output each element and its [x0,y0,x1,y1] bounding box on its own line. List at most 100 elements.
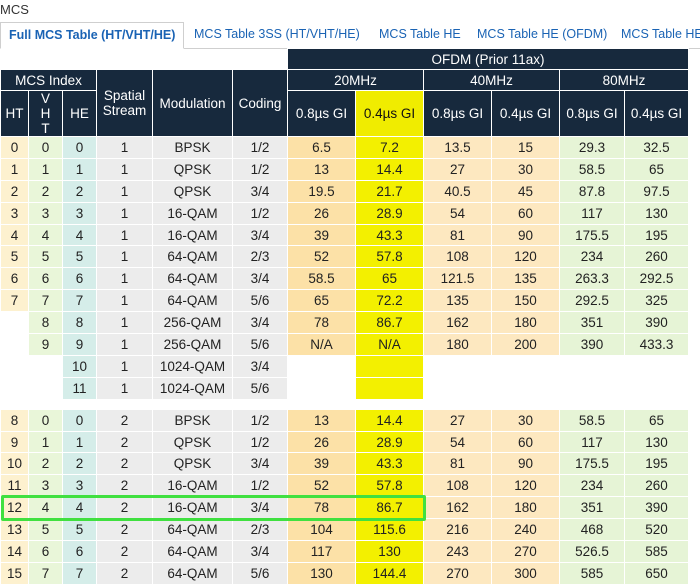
cell-coding: 5/6 [232,289,288,312]
cell-he: 6 [62,540,97,563]
cell-rate-80mhz-04gi [624,376,689,399]
cell-vht: 4 [28,223,63,246]
cell-rate-20mhz-08gi [287,354,356,378]
cell-rate-40mhz-04gi: 90 [491,452,560,475]
table-row: 8 0 0 2 BPSK 1/2 13 14.4 27 30 58.5 65 [0,408,689,432]
cell-vht: 0 [28,136,63,159]
cell-vht: 8 [28,311,63,334]
cell-rate-40mhz-04gi [491,354,560,378]
cell-spatial-stream: 1 [96,245,153,268]
cell-rate-40mhz-04gi: 90 [491,223,560,246]
cell-vht: 9 [28,333,63,356]
cell-rate-80mhz-04gi: 130 [624,201,689,225]
cell-rate-80mhz-08gi: 58.5 [559,408,625,432]
cell-vht: 1 [28,430,63,453]
cell-he: 1 [62,157,97,181]
cell-vht: 7 [28,561,63,584]
cell-coding: 1/2 [232,136,288,159]
cell-modulation: 16-QAM [152,496,233,519]
cell-modulation: QPSK [152,430,233,453]
cell-rate-80mhz-04gi: 65 [624,157,689,181]
cell-rate-20mhz-04gi: 28.9 [355,201,424,225]
table-row: 6 6 6 1 64-QAM 3/4 58.5 65 121.5 135 263.3 292.5 [0,267,689,290]
cell-rate-20mhz-04gi: 130 [355,540,424,563]
cell-ht: 2 [0,179,29,203]
tab-mcs-table-he-ofdm[interactable]: MCS Table HE (OFDM) [477,27,608,41]
cell-rate-40mhz-08gi: 27 [423,157,492,181]
cell-rate-40mhz-04gi: 135 [491,267,560,290]
cell-rate-80mhz-08gi: 117 [559,430,625,453]
separator-cell [0,398,29,410]
cell-spatial-stream: 2 [96,518,153,541]
cell-rate-80mhz-04gi: 390 [624,496,689,519]
gi-04-40mhz-header: 0.4µs GI [491,90,560,137]
tab-mcs-table-3ss[interactable]: MCS Table 3SS (HT/VHT/HE) [194,27,360,41]
table-row: 9 1 1 2 QPSK 1/2 26 28.9 54 60 117 130 [0,430,689,453]
cell-he: 4 [62,223,97,246]
cell-coding: 1/2 [232,408,288,432]
cell-rate-80mhz-08gi: 175.5 [559,452,625,475]
cell-ht: 7 [0,289,29,312]
tab-full-mcs-table[interactable]: Full MCS Table (HT/VHT/HE) [0,22,184,49]
cell-rate-80mhz-04gi: 195 [624,452,689,475]
cell-ht [0,376,29,399]
separator-cell [62,398,97,410]
cell-rate-20mhz-04gi: 43.3 [355,452,424,475]
table-row: 10 1 1024-QAM 3/4 [0,354,689,378]
tab-mcs-table-he-2[interactable]: MCS Table HE [621,27,700,41]
cell-rate-80mhz-08gi: 234 [559,245,625,268]
bandwidth-40mhz-header: 40MHz [423,69,560,91]
header-spacer [0,48,288,70]
cell-rate-40mhz-08gi: 270 [423,561,492,584]
cell-rate-20mhz-08gi: 13 [287,157,356,181]
separator-cell [355,398,424,410]
mcs-index-header: MCS Index [0,69,97,91]
table-row: 2 2 2 1 QPSK 3/4 19.5 21.7 40.5 45 87.8 97.5 [0,179,689,203]
cell-vht: 5 [28,245,63,268]
cell-ht: 3 [0,201,29,225]
cell-ht: 15 [0,561,29,584]
cell-rate-40mhz-04gi: 60 [491,430,560,453]
cell-rate-40mhz-04gi: 120 [491,474,560,497]
separator-cell [423,398,492,410]
cell-rate-20mhz-08gi: 52 [287,474,356,497]
cell-rate-40mhz-08gi: 216 [423,518,492,541]
cell-spatial-stream: 1 [96,289,153,312]
separator-cell [28,398,63,410]
cell-rate-40mhz-08gi: 121.5 [423,267,492,290]
cell-modulation: 16-QAM [152,201,233,225]
cell-rate-40mhz-08gi: 108 [423,474,492,497]
cell-rate-20mhz-08gi: N/A [287,333,356,356]
cell-he: 3 [62,474,97,497]
cell-rate-40mhz-08gi: 81 [423,223,492,246]
cell-ht: 13 [0,518,29,541]
cell-ht: 8 [0,408,29,432]
cell-rate-20mhz-04gi: 57.8 [355,474,424,497]
cell-spatial-stream: 1 [96,267,153,290]
separator-cell [152,398,233,410]
cell-coding: 5/6 [232,376,288,399]
cell-ht: 1 [0,157,29,181]
cell-rate-20mhz-08gi: 39 [287,452,356,475]
cell-he: 5 [62,518,97,541]
cell-rate-20mhz-04gi: 21.7 [355,179,424,203]
cell-he: 2 [62,452,97,475]
cell-modulation: 64-QAM [152,540,233,563]
cell-modulation: QPSK [152,179,233,203]
cell-spatial-stream: 2 [96,452,153,475]
cell-modulation: 256-QAM [152,311,233,334]
separator-cell [559,398,625,410]
cell-rate-80mhz-04gi: 390 [624,311,689,334]
cell-vht: 3 [28,474,63,497]
cell-modulation: 64-QAM [152,518,233,541]
separator-cell [287,398,356,410]
table-row: 0 0 0 1 BPSK 1/2 6.5 7.2 13.5 15 29.3 32.5 [0,136,689,159]
cell-rate-20mhz-04gi: N/A [355,333,424,356]
cell-rate-20mhz-08gi [287,376,356,399]
cell-vht: 6 [28,540,63,563]
table-row: 1 1 1 1 QPSK 1/2 13 14.4 27 30 58.5 65 [0,157,689,181]
tab-mcs-table-he[interactable]: MCS Table HE [379,27,461,41]
table-row: 11 1 1024-QAM 5/6 [0,376,689,399]
table-row: 15 7 7 2 64-QAM 5/6 130 144.4 270 300 585 650 [0,561,689,584]
table-row: 14 6 6 2 64-QAM 3/4 117 130 243 270 526.5 585 [0,540,689,563]
